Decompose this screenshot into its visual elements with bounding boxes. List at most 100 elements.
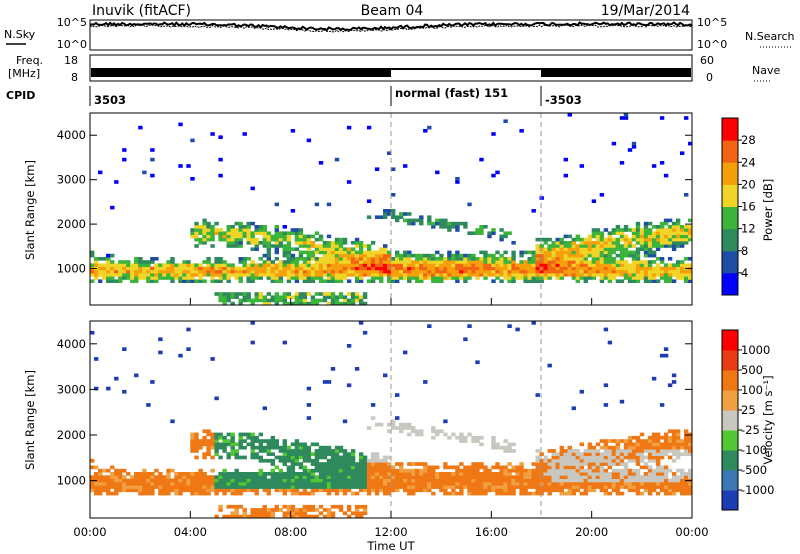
power-cell	[688, 231, 693, 235]
power-cell	[218, 263, 223, 267]
power-cell	[503, 119, 508, 123]
power-cell	[294, 237, 300, 242]
velocity-cell	[647, 465, 653, 470]
power-cell	[447, 266, 452, 271]
power-cell	[684, 228, 689, 232]
power-cell	[230, 237, 235, 242]
power-cell	[250, 279, 255, 283]
power-cell	[358, 295, 364, 299]
power-cell	[218, 257, 223, 261]
velocity-cell	[499, 488, 504, 493]
power-cell	[631, 237, 637, 242]
power-cell	[374, 269, 380, 274]
velocity-cell	[310, 514, 316, 519]
velocity-cell	[246, 472, 251, 476]
velocity-cell	[314, 485, 320, 489]
power-cell	[647, 276, 653, 280]
power-cell	[126, 263, 131, 267]
power-cell	[266, 298, 271, 303]
velocity-cell	[194, 481, 199, 486]
power-cell	[278, 295, 283, 299]
velocity-cell	[306, 403, 312, 407]
power-cell	[651, 244, 657, 248]
power-cell	[210, 132, 215, 136]
velocity-cell	[651, 432, 657, 437]
velocity-cell	[684, 442, 689, 447]
power-cell	[655, 257, 661, 261]
velocity-cell	[379, 422, 384, 427]
velocity-cell	[178, 485, 183, 489]
velocity-cell	[334, 481, 340, 486]
velocity-cell	[591, 485, 597, 489]
power-cell	[619, 257, 625, 261]
power-cell	[688, 228, 693, 232]
velocity-cell	[663, 439, 669, 443]
velocity-cell	[194, 449, 199, 453]
power-cell	[607, 276, 613, 280]
velocity-cell	[435, 475, 440, 479]
power-cell	[278, 273, 283, 277]
power-cell	[599, 231, 605, 235]
velocity-cell	[218, 445, 223, 450]
power-cell	[471, 253, 476, 258]
velocity-cell	[651, 449, 657, 453]
velocity-cell	[194, 439, 199, 443]
velocity-cell	[302, 514, 308, 519]
power-cell	[435, 269, 440, 274]
velocity-cell	[334, 475, 340, 479]
velocity-cell	[318, 472, 324, 476]
power-cell	[286, 257, 292, 261]
velocity-cell	[507, 475, 512, 479]
velocity-cell	[306, 478, 312, 483]
nsky-trace	[89, 21, 693, 32]
power-cell	[274, 263, 279, 267]
velocity-cell	[330, 455, 336, 460]
velocity-cell	[543, 465, 548, 470]
power-cell	[684, 193, 689, 197]
power-cell	[370, 260, 376, 264]
velocity-cell	[270, 511, 275, 516]
velocity-cell	[234, 491, 239, 496]
velocity-cell	[258, 475, 263, 479]
velocity-cell	[563, 455, 568, 460]
velocity-cell	[210, 485, 215, 489]
velocity-cell	[266, 485, 271, 489]
power-cell	[358, 279, 364, 283]
power-cell	[306, 257, 312, 261]
velocity-cell	[684, 449, 689, 453]
velocity-cell	[667, 481, 673, 486]
velocity-cell	[262, 449, 267, 453]
power-cell	[387, 253, 392, 258]
power-cell	[326, 295, 332, 299]
velocity-cell	[415, 481, 420, 486]
power-cell	[278, 276, 283, 280]
power-cell	[338, 273, 344, 277]
power-cell	[688, 225, 693, 229]
velocity-cell	[326, 491, 332, 496]
velocity-cell	[326, 481, 332, 486]
velocity-cell	[535, 491, 540, 496]
power-cell	[234, 295, 239, 299]
power-cell	[523, 260, 528, 264]
velocity-cell	[571, 485, 576, 489]
velocity-cell	[507, 491, 512, 496]
velocity-cell	[688, 491, 693, 496]
power-cell	[443, 221, 448, 226]
velocity-cell	[575, 462, 580, 466]
velocity-cell	[403, 475, 408, 479]
velocity-cell	[242, 439, 247, 443]
velocity-cell	[198, 442, 203, 447]
power-cell	[334, 253, 340, 258]
power-cell	[503, 263, 508, 267]
power-cell	[302, 276, 308, 280]
power-cell	[383, 212, 388, 216]
velocity-cell	[647, 472, 653, 476]
velocity-cell	[326, 472, 332, 476]
velocity-cell	[350, 511, 356, 516]
power-cell	[387, 257, 392, 261]
velocity-cell	[182, 485, 187, 489]
power-cell	[579, 273, 584, 277]
power-cell	[298, 301, 304, 306]
velocity-cell	[214, 435, 219, 440]
